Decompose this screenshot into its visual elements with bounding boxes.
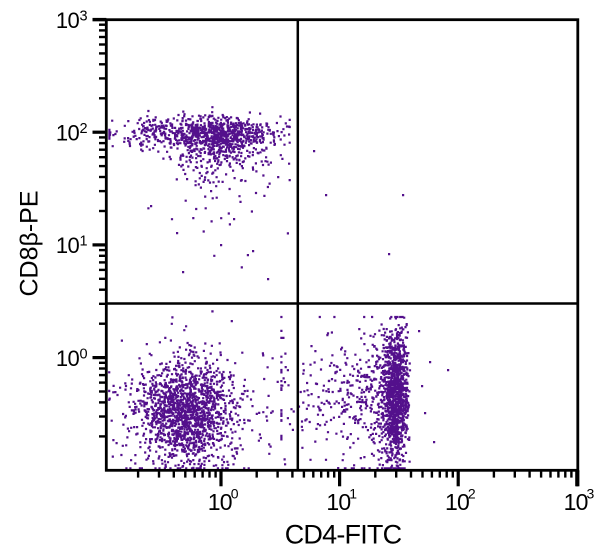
svg-text:0: 0: [231, 486, 239, 502]
svg-text:10: 10: [56, 8, 80, 33]
svg-text:10: 10: [56, 233, 80, 258]
svg-text:1: 1: [80, 234, 88, 250]
svg-text:2: 2: [468, 486, 476, 502]
svg-text:10: 10: [445, 489, 469, 515]
svg-text:1: 1: [349, 486, 357, 502]
svg-text:10: 10: [56, 121, 80, 146]
svg-text:2: 2: [80, 121, 88, 137]
svg-text:10: 10: [326, 489, 350, 515]
svg-text:3: 3: [80, 8, 88, 24]
svg-text:0: 0: [80, 346, 88, 362]
svg-text:10: 10: [208, 489, 232, 515]
svg-text:CD8β-PE: CD8β-PE: [16, 190, 44, 296]
svg-text:3: 3: [587, 486, 595, 502]
svg-text:10: 10: [564, 489, 588, 515]
svg-text:CD4-FITC: CD4-FITC: [285, 520, 402, 550]
svg-text:10: 10: [56, 346, 80, 371]
